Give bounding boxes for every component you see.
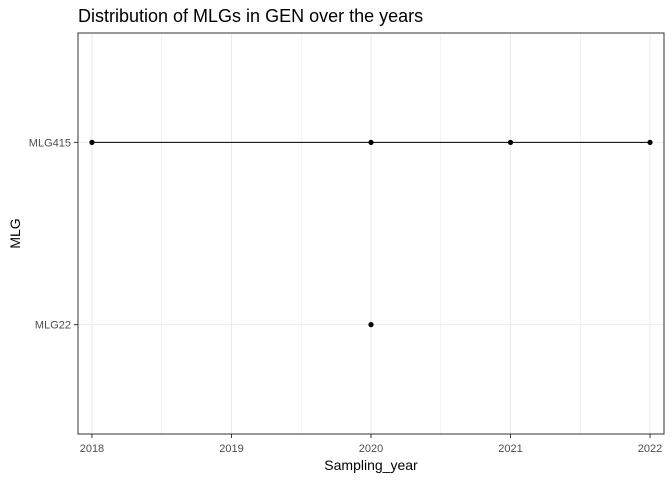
y-tick-label: MLG415 xyxy=(29,137,71,149)
y-tick-label: MLG22 xyxy=(35,320,71,332)
axes: 2018 2019 2020 2021 2022 MLG22 MLG415 xyxy=(29,137,662,455)
y-axis-title: MLG xyxy=(7,218,23,248)
data-point-MLG22 xyxy=(368,322,374,328)
chart-title: Distribution of MLGs in GEN over the yea… xyxy=(78,6,423,26)
x-tick-label: 2022 xyxy=(638,443,662,455)
data-layer xyxy=(89,139,653,328)
x-tick-label: 2018 xyxy=(80,443,104,455)
x-tick-label: 2020 xyxy=(359,443,383,455)
data-point-MLG415 xyxy=(647,139,653,145)
data-point-MLG415 xyxy=(368,139,374,145)
x-axis-title: Sampling_year xyxy=(324,457,418,473)
data-point-MLG415 xyxy=(89,139,95,145)
grid xyxy=(78,33,664,434)
data-point-MLG415 xyxy=(507,139,514,145)
x-tick-label: 2021 xyxy=(498,443,522,455)
x-tick-label: 2019 xyxy=(219,443,243,455)
